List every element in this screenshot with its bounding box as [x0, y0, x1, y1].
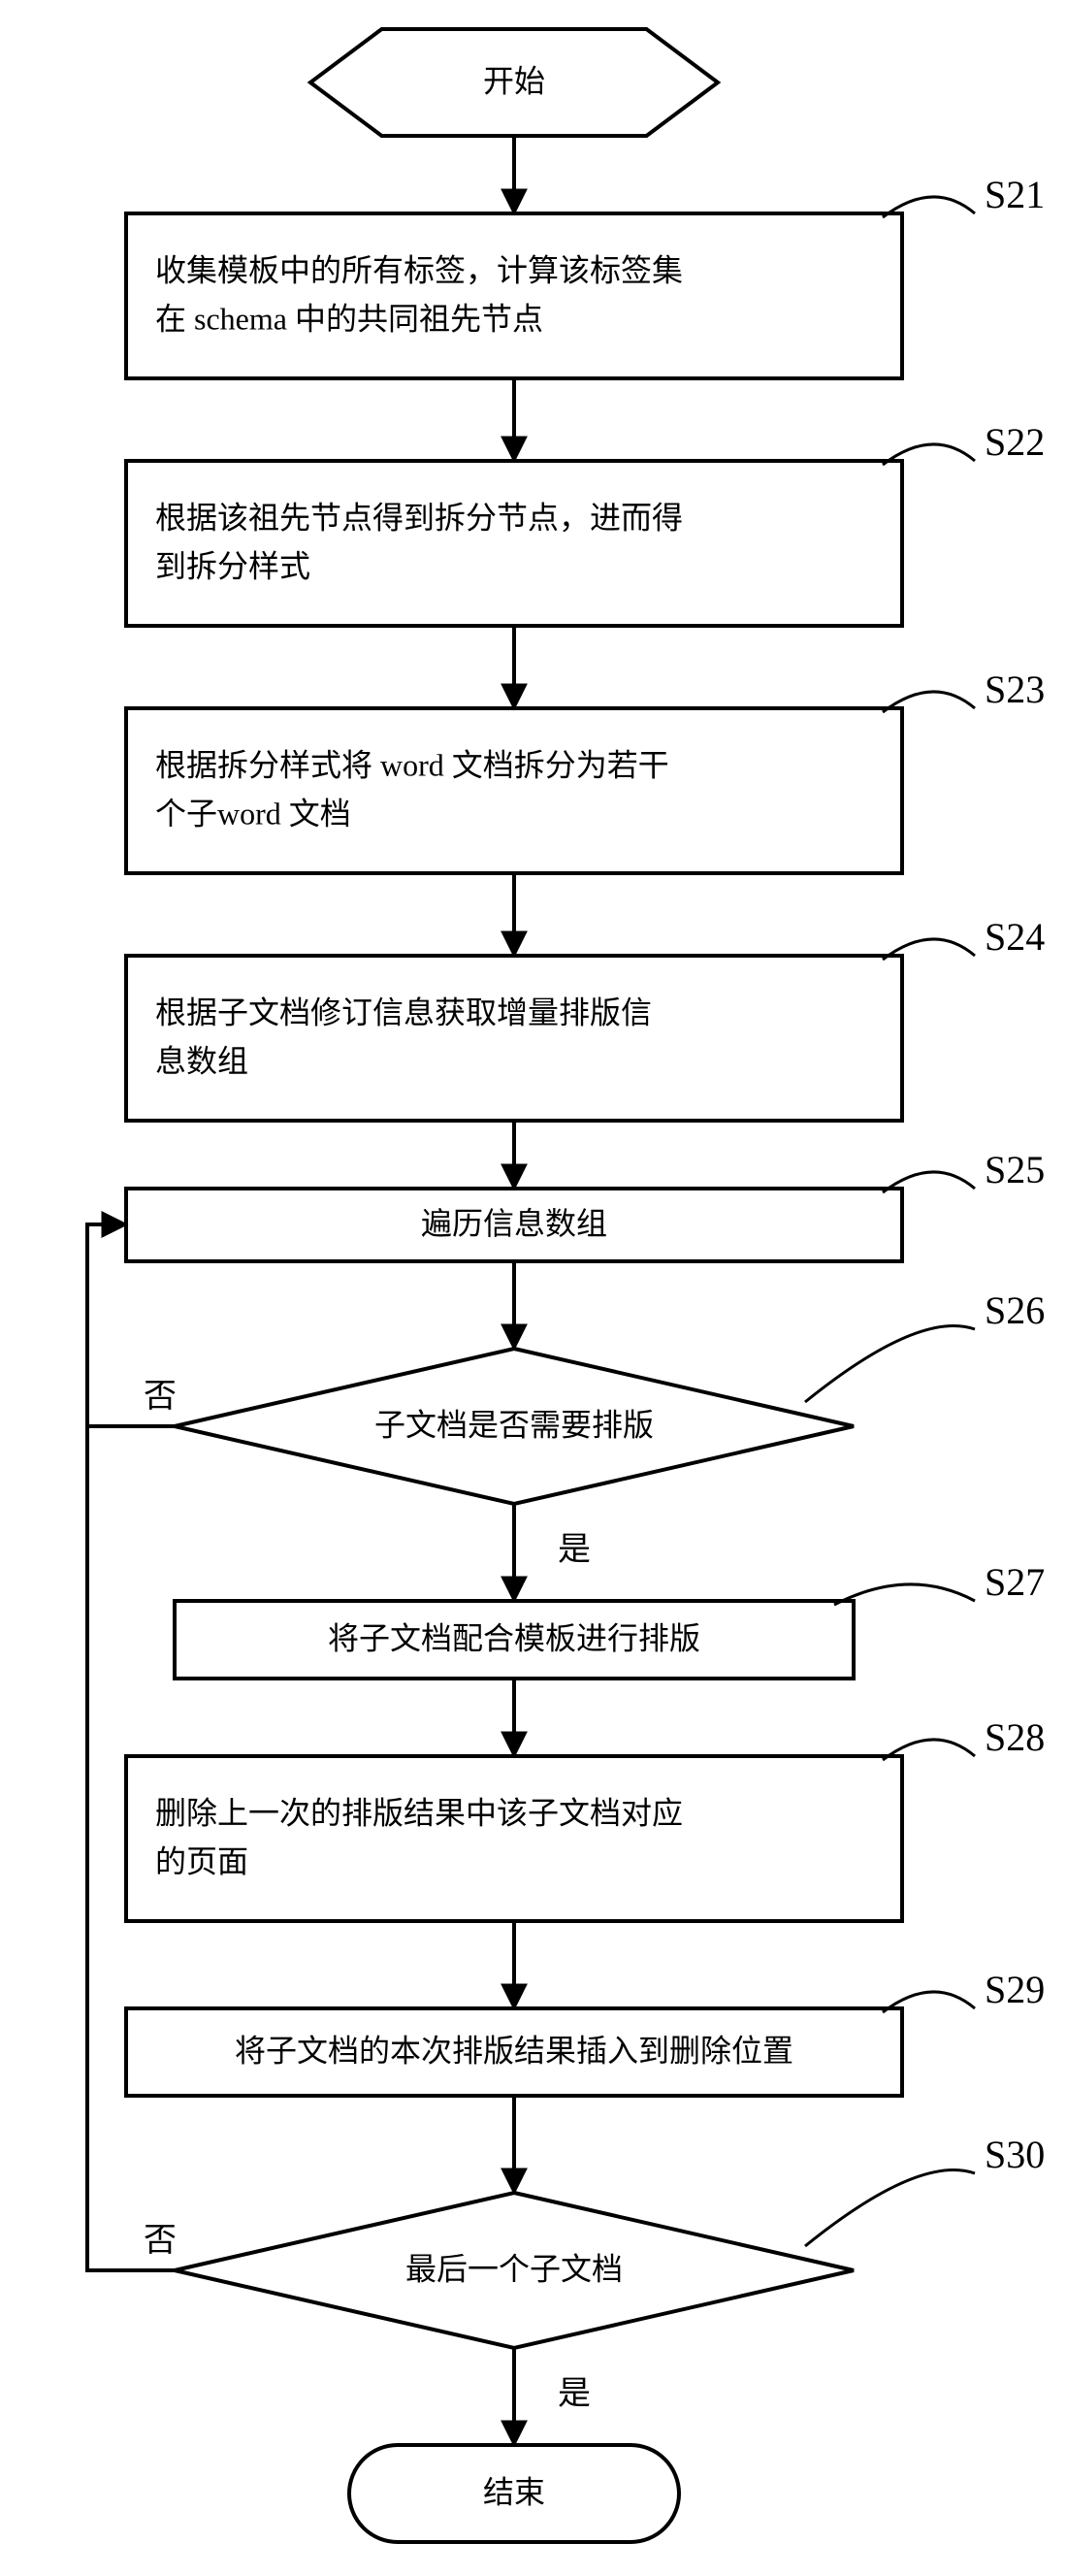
label-s24: S24	[985, 915, 1045, 959]
label-s25: S25	[985, 1148, 1045, 1191]
step-s24	[126, 956, 902, 1121]
step-s21-line1: 在 schema 中的共同祖先节点	[155, 301, 543, 336]
step-s23-line1: 个子word 文档	[155, 796, 351, 831]
label-s22: S22	[985, 420, 1045, 464]
step-s21-line0: 收集模板中的所有标签，计算该标签集	[155, 252, 683, 287]
step-s24-line0: 根据子文档修订信息获取增量排版信	[155, 995, 652, 1029]
step-s28-line0: 删除上一次的排版结果中该子文档对应	[155, 1795, 683, 1830]
svg-text:将子文档配合模板进行排版: 将子文档配合模板进行排版	[328, 1620, 700, 1655]
step-s28	[126, 1756, 902, 1921]
label-s26: S26	[985, 1288, 1045, 1332]
step-s21	[126, 213, 902, 378]
step-s22	[126, 461, 902, 626]
svg-text:是: 是	[558, 1532, 591, 1568]
leader-s26	[805, 1326, 975, 1402]
step-s22-line1: 到拆分样式	[155, 548, 310, 583]
svg-text:遍历信息数组: 遍历信息数组	[421, 1206, 607, 1241]
step-s22-line0: 根据该祖先节点得到拆分节点，进而得	[155, 500, 683, 535]
svg-text:将子文档的本次排版结果插入到删除位置: 将子文档的本次排版结果插入到删除位置	[235, 2033, 793, 2068]
step-s23-line0: 根据拆分样式将 word 文档拆分为若干	[155, 747, 669, 782]
label-s29: S29	[985, 1968, 1045, 2011]
svg-text:否: 否	[144, 2223, 177, 2259]
step-s23	[126, 708, 902, 873]
decision-s30-text: 最后一个子文档	[405, 2251, 623, 2286]
svg-text:是: 是	[558, 2376, 591, 2412]
decision-s26-text: 子文档是否需要排版	[374, 1407, 654, 1442]
step-s28-line1: 的页面	[155, 1843, 248, 1878]
end-label: 结束	[483, 2474, 545, 2509]
start-label: 开始	[483, 63, 545, 98]
label-s27: S27	[985, 1560, 1045, 1604]
label-s30: S30	[985, 2133, 1045, 2176]
label-s23: S23	[985, 668, 1045, 711]
leader-s30	[805, 2170, 975, 2246]
label-s28: S28	[985, 1715, 1045, 1759]
step-s24-line1: 息数组	[155, 1043, 248, 1078]
svg-text:否: 否	[144, 1379, 177, 1415]
label-s21: S21	[985, 173, 1045, 216]
